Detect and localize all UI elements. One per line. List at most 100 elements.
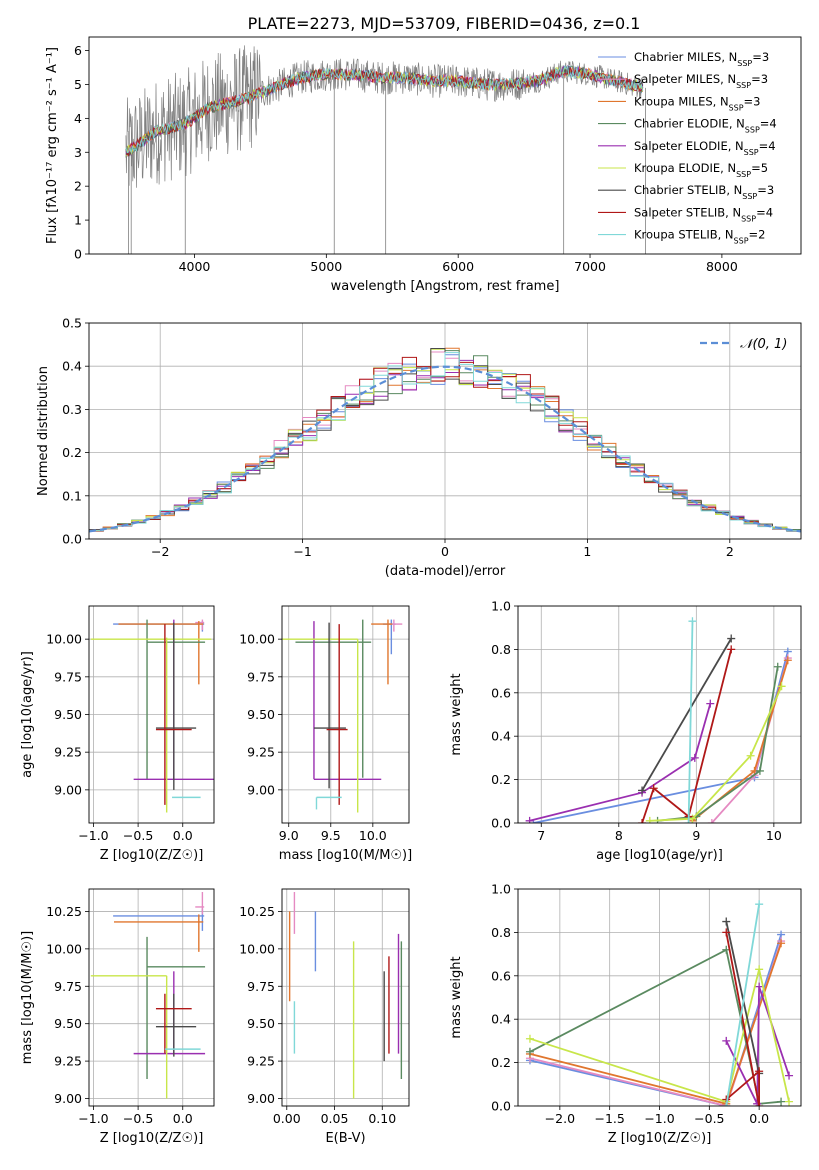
mass-weight-marker [755, 766, 764, 775]
legend-label: Salpeter STELIB, NSSP=4 [634, 205, 773, 223]
y-tick-label: 0.2 [491, 772, 511, 787]
y-tick-label: 10.25 [46, 904, 82, 919]
y-tick-label: 6 [74, 43, 82, 58]
axes-spectrum: 4000 5000 6000 7000 8000 0 1 2 3 4 5 6 wavelength [A… [45, 36, 802, 294]
y-tick-label: 1.0 [491, 599, 511, 614]
y-tick-label: 1 [74, 213, 82, 228]
y-tick-label: 10.25 [239, 904, 275, 919]
axes-frame [517, 605, 802, 824]
y-tick-label: 10.00 [239, 941, 275, 956]
y-tick-label: 0.2 [491, 1055, 511, 1070]
mass-weight-line [649, 685, 783, 822]
y-tick-label: 9.75 [54, 979, 82, 994]
mass-weight-marker [684, 819, 693, 823]
legend-label: Kroupa STELIB, NSSP=2 [634, 228, 765, 246]
x-tick-label: −0.5 [123, 828, 153, 843]
gaussian-legend-label: 𝒩(0, 1) [740, 337, 787, 352]
x-tick-label: 7 [537, 828, 545, 843]
axes-weight_vs_Z: −2.0 −1.5 −1.0 −0.5 0.0 0.0 0.2 0.4 0.6 0.8 1.0 Z [… [449, 882, 802, 1146]
mass-weight-line [529, 969, 790, 1103]
y-tick-label: 9.75 [247, 669, 275, 684]
x-tick-label: −2.0 [545, 1111, 575, 1126]
errorbar-point [155, 993, 192, 1054]
x-tick-label: −0.5 [123, 1111, 153, 1126]
plot-area [518, 606, 801, 823]
mass-weight-marker [746, 751, 755, 760]
y-tick-label: 0.0 [62, 532, 82, 547]
axes-mass_vs_Z: −1.0 −0.5 0.0 9.00 9.25 9.50 9.75 10.00 10.25 Z [… [20, 888, 215, 1146]
axes-mass_vs_ebv: 0.00 0.05 0.10 9.00 9.25 9.50 9.75 10.00 10.25 E(… [239, 888, 410, 1146]
y-tick-label: 9.75 [247, 979, 275, 994]
x-tick-label: 0.10 [368, 1111, 396, 1126]
y-tick-label: 9.50 [54, 1016, 82, 1031]
mass-weight-marker [722, 1102, 731, 1106]
y-tick-label: 9.25 [54, 1054, 82, 1069]
x-tick-label: 10.0 [359, 828, 387, 843]
mass-weight-marker [755, 982, 764, 991]
mass-weight-line [725, 904, 760, 1106]
y-axis-label: mass [log10(M/M☉)] [20, 931, 35, 1064]
x-tick-label: 1 [583, 544, 591, 559]
errorbar-point [313, 622, 346, 789]
residual-histogram-step [89, 352, 801, 534]
x-axis-label: age [log10(age/yr)] [596, 848, 723, 863]
x-axis-label: wavelength [Angstrom, rest frame] [331, 279, 560, 294]
axes-frame [88, 322, 802, 540]
mass-weight-marker [638, 786, 647, 795]
x-tick-label: 0.0 [173, 828, 193, 843]
y-tick-label: 10.00 [46, 941, 82, 956]
x-tick-label: 2 [726, 544, 734, 559]
errorbar-point [326, 624, 348, 805]
y-tick-label: 9.25 [54, 745, 82, 760]
x-tick-label: 0.0 [173, 1111, 193, 1126]
y-tick-label: 5 [74, 77, 82, 92]
y-tick-label: 9.00 [247, 1091, 275, 1106]
mass-weight-line [687, 621, 694, 823]
mass-weight-marker [727, 634, 736, 643]
y-tick-label: 0.4 [62, 359, 82, 374]
y-tick-label: 4 [74, 111, 82, 126]
axes-residuals: −2 −1 0 1 2 0.0 0.1 0.2 0.3 0.4 0.5 (data-model)/er… [36, 316, 802, 579]
y-tick-label: 0 [74, 247, 82, 262]
mass-weight-marker [755, 965, 764, 974]
errorbar-point [313, 621, 382, 780]
y-tick-label: 0.2 [62, 445, 82, 460]
y-tick-label: 2 [74, 179, 82, 194]
x-tick-label: 6000 [442, 259, 474, 274]
errorbar-point [133, 971, 206, 1055]
mass-weight-line [529, 948, 782, 1105]
mass-weight-line [725, 932, 760, 1106]
legend-label: Salpeter ELODIE, NSSP=4 [634, 139, 776, 157]
y-axis-label: age [log10(age/yr)] [20, 651, 35, 778]
axes-age_vs_Z: −1.0 −0.5 0.0 9.00 9.25 9.50 9.75 10.00 Z [log10… [20, 605, 215, 863]
errorbar-point [155, 622, 197, 790]
mass-weight-marker [777, 682, 786, 691]
mass-weight-marker [707, 819, 716, 823]
axes-weight_vs_age: 7 8 9 10 0.0 0.2 0.4 0.6 0.8 1.0 age [log10(age/yr… [449, 599, 802, 863]
plot-area [125, 45, 646, 254]
x-axis-label: Z [log10(Z/Z☉)] [100, 848, 204, 863]
x-tick-label: 5000 [310, 259, 342, 274]
figure-title: PLATE=2273, MJD=53709, FIBERID=0436, z=0… [248, 14, 641, 33]
x-tick-label: 0.05 [321, 1111, 349, 1126]
x-tick-label: −2 [151, 544, 169, 559]
y-tick-label: 9.00 [247, 782, 275, 797]
y-axis-label: Flux [fλ10⁻¹⁷ erg cm⁻² s⁻¹ A⁻¹] [45, 47, 60, 244]
errorbar-point [114, 914, 204, 952]
y-tick-label: 9.50 [54, 707, 82, 722]
y-tick-label: 10.00 [46, 632, 82, 647]
gaussian-curve [89, 365, 801, 533]
legend-label: Chabrier STELIB, NSSP=3 [634, 183, 774, 201]
errorbar-point [113, 621, 205, 632]
spectrum-legend: Chabrier MILES, NSSP=3 Salpeter MILES, NS… [598, 50, 777, 245]
mass-weight-marker [777, 939, 786, 948]
mass-weight-marker [688, 617, 697, 626]
axes-frame [517, 888, 802, 1107]
errorbar-point [155, 624, 192, 805]
x-tick-label: −1.0 [644, 1111, 674, 1126]
y-tick-label: 0.4 [491, 729, 511, 744]
model-line [125, 67, 644, 157]
x-tick-label: −1.5 [594, 1111, 624, 1126]
x-tick-label: −1.0 [78, 1111, 108, 1126]
mass-weight-marker [706, 699, 715, 708]
